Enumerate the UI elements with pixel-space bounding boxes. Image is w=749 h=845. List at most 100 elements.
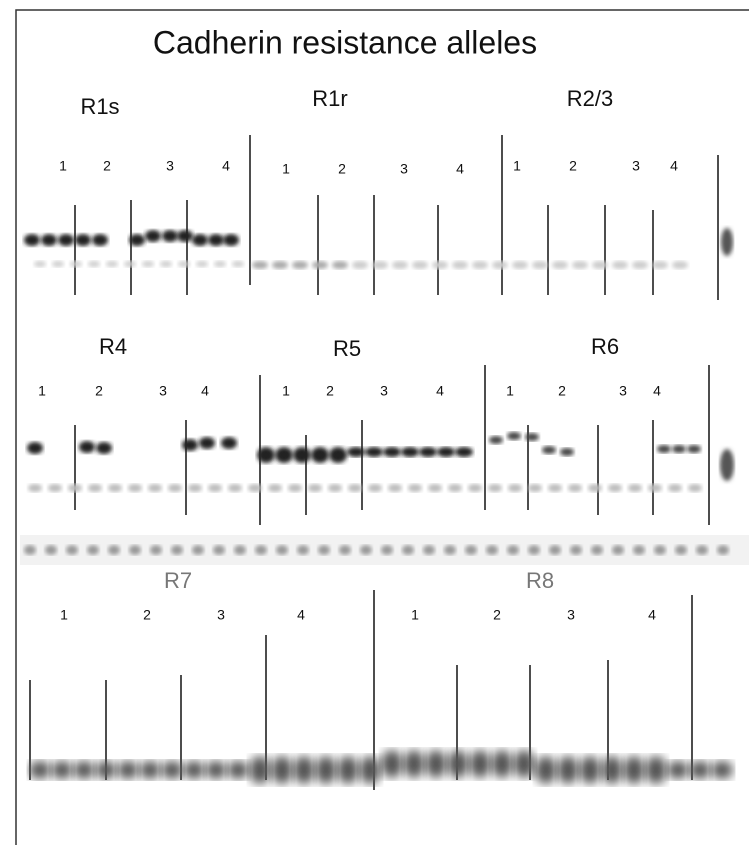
band: [208, 234, 224, 246]
band: [525, 433, 539, 441]
band: [668, 484, 682, 492]
lane-number: 3: [632, 158, 640, 174]
band: [312, 261, 328, 269]
band: [168, 484, 182, 492]
lane-number: 2: [338, 161, 346, 177]
band: [276, 545, 288, 555]
band: [608, 484, 622, 492]
band: [199, 437, 215, 449]
band: [106, 261, 118, 267]
lane-number: 3: [400, 161, 408, 177]
lane-number: 3: [217, 607, 225, 623]
band: [368, 484, 382, 492]
band: [489, 436, 503, 444]
band: [28, 484, 42, 492]
panel-label: R7: [164, 568, 192, 593]
lane-number: 4: [201, 383, 209, 399]
band: [672, 445, 686, 453]
band: [24, 545, 36, 555]
band: [432, 261, 448, 269]
band: [623, 756, 645, 784]
lane-number: 2: [493, 607, 501, 623]
band: [182, 439, 198, 451]
band: [423, 545, 435, 555]
band: [392, 261, 408, 269]
band: [412, 261, 428, 269]
band: [448, 484, 462, 492]
band: [293, 447, 311, 463]
lane-number: 4: [648, 607, 656, 623]
band: [160, 261, 172, 267]
band: [468, 484, 482, 492]
lane-number: 1: [282, 161, 290, 177]
band: [348, 484, 362, 492]
band: [532, 261, 548, 269]
band: [645, 756, 667, 784]
band: [88, 261, 100, 267]
band: [401, 447, 419, 457]
band: [308, 484, 322, 492]
lane-number: 3: [380, 383, 388, 399]
band: [92, 234, 108, 246]
band: [34, 261, 46, 267]
band: [228, 484, 242, 492]
band: [601, 756, 623, 784]
lane-number: 2: [326, 383, 334, 399]
band: [297, 545, 309, 555]
band: [612, 261, 628, 269]
lane-number: 3: [159, 383, 167, 399]
band: [87, 545, 99, 555]
band: [488, 484, 502, 492]
band: [507, 432, 521, 440]
band: [227, 761, 249, 779]
band: [381, 545, 393, 555]
band: [288, 484, 302, 492]
lane-number: 4: [456, 161, 464, 177]
band: [48, 484, 62, 492]
band: [492, 261, 508, 269]
panel-labels: R1s 1 2 3 4 R1r 1 2 3 4 R2/3 1 2 3 4 R4 1 2 3 4 R5 1 2 3 4 R6 1 2 3 4…: [38, 86, 678, 623]
band: [292, 261, 308, 269]
band: [717, 545, 729, 555]
band: [337, 756, 359, 784]
panel-label: R1r: [312, 86, 347, 111]
band: [124, 261, 136, 267]
band: [652, 261, 668, 269]
band: [687, 445, 701, 453]
band: [437, 447, 455, 457]
band: [79, 441, 95, 453]
lane-number: 1: [60, 607, 68, 623]
band: [648, 484, 662, 492]
panel-label: R8: [526, 568, 554, 593]
band: [359, 756, 381, 784]
band: [535, 756, 557, 784]
band: [205, 761, 227, 779]
band: [45, 545, 57, 555]
band: [271, 756, 293, 784]
band: [145, 230, 161, 242]
band: [108, 484, 122, 492]
band: [633, 545, 645, 555]
band: [161, 761, 183, 779]
band: [528, 484, 542, 492]
band: [339, 545, 351, 555]
band: [192, 234, 208, 246]
band: [75, 234, 91, 246]
band: [171, 545, 183, 555]
panel-label: R2/3: [567, 86, 613, 111]
lane-number: 2: [143, 607, 151, 623]
band: [549, 545, 561, 555]
band: [148, 484, 162, 492]
lane-number: 2: [95, 383, 103, 399]
band: [162, 230, 178, 242]
band: [255, 545, 267, 555]
band: [452, 261, 468, 269]
band: [628, 484, 642, 492]
band: [58, 234, 74, 246]
band: [142, 261, 154, 267]
band: [249, 756, 271, 784]
band: [570, 545, 582, 555]
band: [108, 545, 120, 555]
band: [329, 447, 347, 463]
band: [688, 484, 702, 492]
